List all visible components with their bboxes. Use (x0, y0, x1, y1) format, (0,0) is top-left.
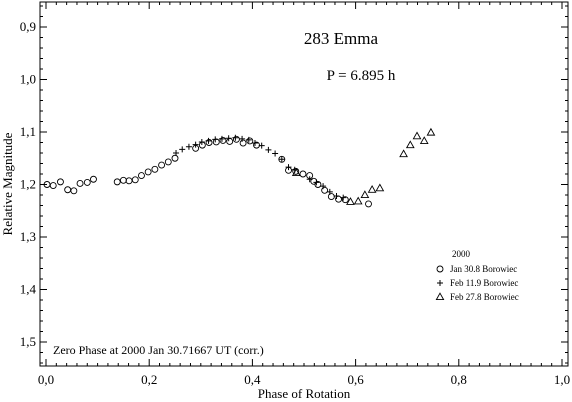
data-point-circle (138, 172, 145, 180)
x-tick-label: 1,0 (554, 372, 570, 387)
data-point-circle (144, 168, 152, 176)
x-axis-title: Phase of Rotation (258, 386, 351, 401)
legend-marker-triangle (435, 292, 445, 301)
data-point-plus (278, 156, 285, 163)
data-point-plus (192, 141, 199, 148)
data-point-circle (119, 176, 127, 184)
data-point-triangle (419, 136, 429, 144)
data-point-plus (198, 138, 205, 145)
data-point-plus (333, 193, 340, 200)
data-point-plus (326, 188, 333, 195)
x-tick-label: 0,2 (141, 372, 157, 387)
y-tick-label: 1,0 (20, 72, 36, 87)
data-point-circle (151, 165, 159, 173)
y-tick-label: 1,3 (20, 229, 36, 244)
data-point-circle (64, 186, 72, 194)
data-point-circle (341, 196, 349, 204)
data-point-circle (365, 200, 372, 208)
data-point-circle (321, 186, 329, 194)
data-point-circle (83, 178, 91, 186)
data-point-plus (205, 137, 212, 144)
data-point-plus (285, 164, 292, 171)
data-point-plus (251, 140, 258, 147)
data-point-circle (239, 139, 247, 147)
data-point-circle (76, 179, 84, 187)
data-point-circle (212, 138, 220, 146)
data-point-circle (232, 135, 240, 143)
y-tick-label: 0,9 (20, 19, 36, 34)
data-point-circle (198, 141, 206, 149)
data-point-plus (265, 146, 272, 153)
data-point-triangle (412, 131, 422, 140)
data-point-circle (125, 177, 133, 185)
data-point-plus (340, 194, 347, 201)
x-tick-label: 0,6 (347, 372, 364, 387)
data-point-plus (179, 146, 186, 153)
x-tick-label: 0,8 (451, 372, 467, 387)
data-point-plus (320, 183, 327, 190)
data-point-circle (253, 141, 260, 149)
data-point-circle (314, 181, 322, 188)
data-point-plus (212, 136, 219, 143)
data-point-plus (272, 150, 279, 157)
x-tick-label: 0,4 (244, 372, 261, 387)
data-point-circle (70, 187, 78, 195)
chart-title: 283 Emma (304, 29, 379, 48)
data-point-circle (113, 178, 121, 186)
x-axis: 0,0 0,2 0,4 0,6 0,8 1,0 (38, 2, 570, 387)
data-point-circle (219, 136, 227, 144)
data-point-circle (158, 161, 166, 169)
data-point-plus (245, 136, 252, 143)
data-point-triangle (291, 168, 301, 176)
data-point-plus (306, 176, 313, 183)
data-point-plus (313, 179, 320, 186)
legend-marker-plus (437, 280, 443, 286)
x-tick-label: 0,0 (38, 372, 54, 387)
y-axis-title: Relative Magnitude (0, 132, 15, 235)
y-axis: 0,9 1,0 1,1 1,2 1,3 1,4 1,5 (20, 5, 568, 364)
data-point-triangle (426, 127, 436, 136)
legend-marker-circle (436, 265, 444, 273)
y-tick-label: 1,4 (20, 282, 37, 297)
data-point-triangle (367, 185, 377, 193)
data-point-circle (292, 167, 300, 175)
data-point-circle (327, 193, 335, 201)
data-point-circle (226, 137, 234, 145)
data-point-circle (205, 139, 213, 146)
legend-label: Feb 11.9 Borowiec (450, 278, 518, 288)
data-point-circle (131, 176, 139, 184)
data-point-plus (185, 143, 192, 150)
data-point-triangle (360, 190, 370, 199)
y-tick-label: 1,5 (20, 334, 36, 349)
data-point-triangle (375, 183, 385, 192)
data-point-triangle (353, 196, 363, 205)
legend-label: Jan 30.8 Borowiec (450, 264, 517, 274)
data-point-plus (218, 135, 225, 142)
data-point-circle (56, 178, 64, 186)
data-point-circle (90, 175, 97, 183)
data-point-plus (239, 135, 246, 142)
data-point-circle (171, 154, 179, 162)
period-annotation: P = 6.895 h (327, 68, 396, 84)
data-point-plus (225, 135, 232, 142)
legend-label: Feb 27.8 Borowiec (450, 292, 519, 302)
data-point-circle (299, 170, 307, 178)
data-point-circle (164, 158, 172, 166)
data-point-triangle (346, 197, 355, 205)
data-point-plus (173, 150, 180, 156)
data-point-plus (232, 134, 239, 141)
y-tick-label: 1,1 (20, 124, 36, 139)
data-point-circle (49, 182, 57, 190)
data-point-plus (258, 142, 265, 149)
zero-phase-annotation: Zero Phase at 2000 Jan 30.71667 UT (corr… (53, 343, 264, 357)
data-point-triangle (399, 149, 408, 158)
data-points (43, 127, 436, 208)
legend-title: 2000 (452, 249, 471, 259)
data-point-triangle (405, 140, 415, 149)
legend: 2000 Jan 30.8 Borowiec Feb 11.9 Borowiec F… (435, 249, 519, 302)
y-tick-label: 1,2 (20, 177, 36, 192)
data-point-circle (246, 137, 254, 145)
